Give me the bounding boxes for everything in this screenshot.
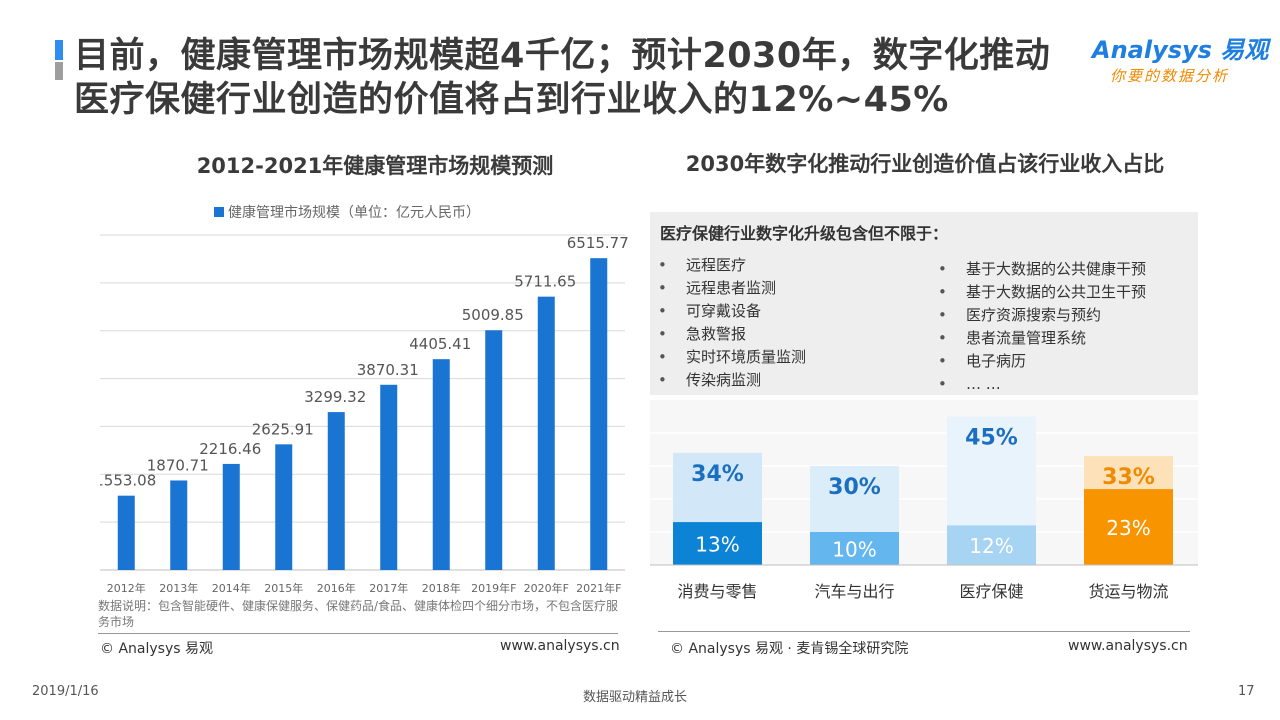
bar-value-label: 5009.85 (462, 306, 524, 324)
bullet-item: 电子病历 (938, 350, 1146, 373)
footer-center: 数据驱动精益成长 (583, 690, 688, 705)
base-bar (1084, 489, 1173, 565)
bar-value-label: 3299.32 (304, 388, 366, 406)
base-bar (810, 532, 899, 565)
bullet-item: 急救警报 (658, 323, 806, 346)
title-accent-bar (55, 40, 63, 80)
box-heading: 医疗保健行业数字化升级包含但不限于： (660, 224, 949, 243)
low-value-label: 13% (695, 533, 739, 557)
bullet-item: 患者流量管理系统 (938, 327, 1146, 350)
x-tick-label: 货运与物流 (1088, 582, 1168, 601)
bar-value-label: 1870.71 (147, 456, 209, 474)
legend-swatch (214, 207, 224, 217)
base-bar (673, 522, 762, 565)
industry-share-chart: 13% 34% 消费与零售 10% 30% 汽车与出行 12% 45% 医疗保健 23% 33% 货运… (650, 400, 1198, 601)
bullet-item: 实时环境质量监测 (658, 346, 806, 369)
bar-value-label: 3870.31 (357, 361, 419, 379)
digitization-box: 医疗保健行业数字化升级包含但不限于： 远程医疗 远程患者监测 可穿戴设备 急救警… (650, 212, 1198, 395)
bar (222, 463, 240, 570)
x-tick-label: 医疗保健 (959, 582, 1023, 601)
left-chart-title: 2012-2021年健康管理市场规模预测 (196, 154, 554, 178)
logo-brand: Analysys 易观 (1092, 36, 1269, 64)
high-value-label: 34% (691, 462, 744, 487)
low-value-label: 10% (832, 538, 876, 562)
bullet-item: 传染病监测 (658, 369, 806, 392)
page-title: 目前，健康管理市场规模超4千亿；预计2030年，数字化推动医疗保健行业创造的价值… (74, 36, 1051, 120)
x-tick-label: 2020年F (524, 581, 569, 595)
bullet-item: 基于大数据的公共健康干预 (938, 258, 1146, 281)
right-chart-title: 2030年数字化推动行业创造价值占该行业收入占比 (685, 152, 1165, 176)
bar (327, 412, 345, 570)
logo-slogan: 你要的数据分析 (1110, 67, 1230, 85)
footer-date: 2019/1/16 (32, 684, 99, 699)
bullet-item: … … (938, 373, 1146, 396)
bar (485, 330, 503, 570)
bar (432, 359, 450, 570)
bar (275, 444, 293, 570)
analysys-logo: Analysys 易观 你要的数据分析 (1092, 30, 1269, 90)
bullet-item: 可穿戴设备 (658, 300, 806, 323)
bullet-list-right: 基于大数据的公共健康干预 基于大数据的公共卫生干预 医疗资源搜索与预约 患者流量… (938, 258, 1146, 396)
high-value-label: 30% (828, 475, 881, 500)
bar-value-label: 6515.77 (567, 234, 629, 252)
left-chart-legend: 健康管理市场规模（单位：亿元人民币） (214, 202, 480, 222)
base-bar (947, 525, 1036, 565)
left-website: www.analysys.cn (500, 638, 620, 654)
x-tick-label: 消费与零售 (677, 582, 757, 601)
right-credit: © Analysys 易观 · 麦肯锡全球研究院 (670, 641, 909, 657)
x-tick-label: 2017年 (369, 581, 408, 595)
bullet-item: 医疗资源搜索与预约 (938, 304, 1146, 327)
bullet-list-left: 远程医疗 远程患者监测 可穿戴设备 急救警报 实时环境质量监测 传染病监测 (658, 254, 806, 392)
page-number: 17 (1238, 684, 1255, 699)
bar-value-label: 2625.91 (252, 420, 314, 438)
x-tick-label: 2012年 (107, 581, 146, 595)
legend-label: 健康管理市场规模（单位：亿元人民币） (228, 205, 480, 221)
bar (537, 296, 555, 570)
bullet-item: 基于大数据的公共卫生干预 (938, 281, 1146, 304)
high-value-label: 45% (965, 426, 1018, 451)
right-divider (658, 631, 1190, 632)
bullet-item: 远程患者监测 (658, 277, 806, 300)
bar (590, 258, 608, 570)
x-tick-label: 汽车与出行 (814, 582, 894, 601)
bar-value-label: 4405.41 (409, 335, 471, 353)
bar (380, 384, 398, 570)
bar-value-label: 2216.46 (199, 440, 261, 458)
bar (117, 495, 135, 570)
low-value-label: 23% (1106, 516, 1150, 540)
low-value-label: 12% (969, 534, 1013, 558)
market-size-bar-chart: 1553.08 2012年 1870.71 2013年 2216.46 2014年 2625… (100, 234, 629, 595)
x-tick-label: 2016年 (317, 581, 356, 595)
bar (170, 480, 188, 570)
bar-value-label: 5711.65 (514, 273, 576, 291)
x-tick-label: 2018年 (422, 581, 461, 595)
bullet-item: 远程医疗 (658, 254, 806, 277)
right-website: www.analysys.cn (1068, 638, 1188, 654)
bar-value-label: 1553.08 (100, 472, 156, 490)
left-chart-note: 数据说明：包含智能硬件、健康保健服务、保健药品/食品、健康体检四个细分市场，不包… (98, 599, 619, 629)
left-credit: © Analysys 易观 (100, 641, 213, 657)
x-tick-label: 2021年F (576, 581, 621, 595)
x-tick-label: 2014年 (212, 581, 251, 595)
x-tick-label: 2013年 (159, 581, 198, 595)
x-tick-label: 2015年 (264, 581, 303, 595)
high-value-label: 33% (1102, 465, 1155, 490)
left-divider (98, 633, 618, 634)
x-tick-label: 2019年F (471, 581, 516, 595)
